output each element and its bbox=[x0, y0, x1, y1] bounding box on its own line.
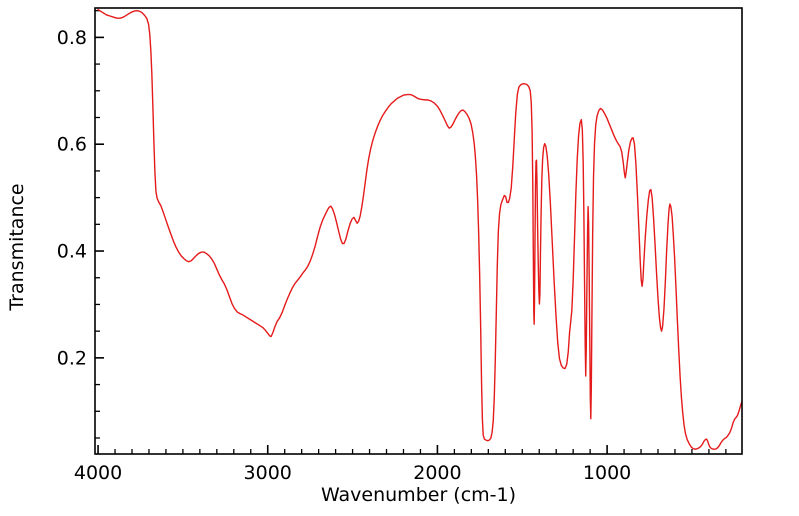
x-tick-label: 4000 bbox=[74, 462, 122, 484]
plot-frame bbox=[94, 7, 743, 455]
y-tick-label: 0.4 bbox=[57, 241, 87, 263]
y-tick-label: 0.8 bbox=[57, 27, 87, 49]
y-axis-label: Transmitance bbox=[6, 183, 28, 311]
x-tick-label: 1000 bbox=[583, 462, 631, 484]
x-tick-label: 2000 bbox=[413, 462, 461, 484]
spectrum-line bbox=[97, 8, 743, 450]
y-tick-label: 0.2 bbox=[57, 347, 87, 369]
y-tick-label: 0.6 bbox=[57, 134, 87, 156]
x-tick-label: 3000 bbox=[244, 462, 292, 484]
x-axis-label: Wavenumber (cm-1) bbox=[320, 484, 517, 506]
